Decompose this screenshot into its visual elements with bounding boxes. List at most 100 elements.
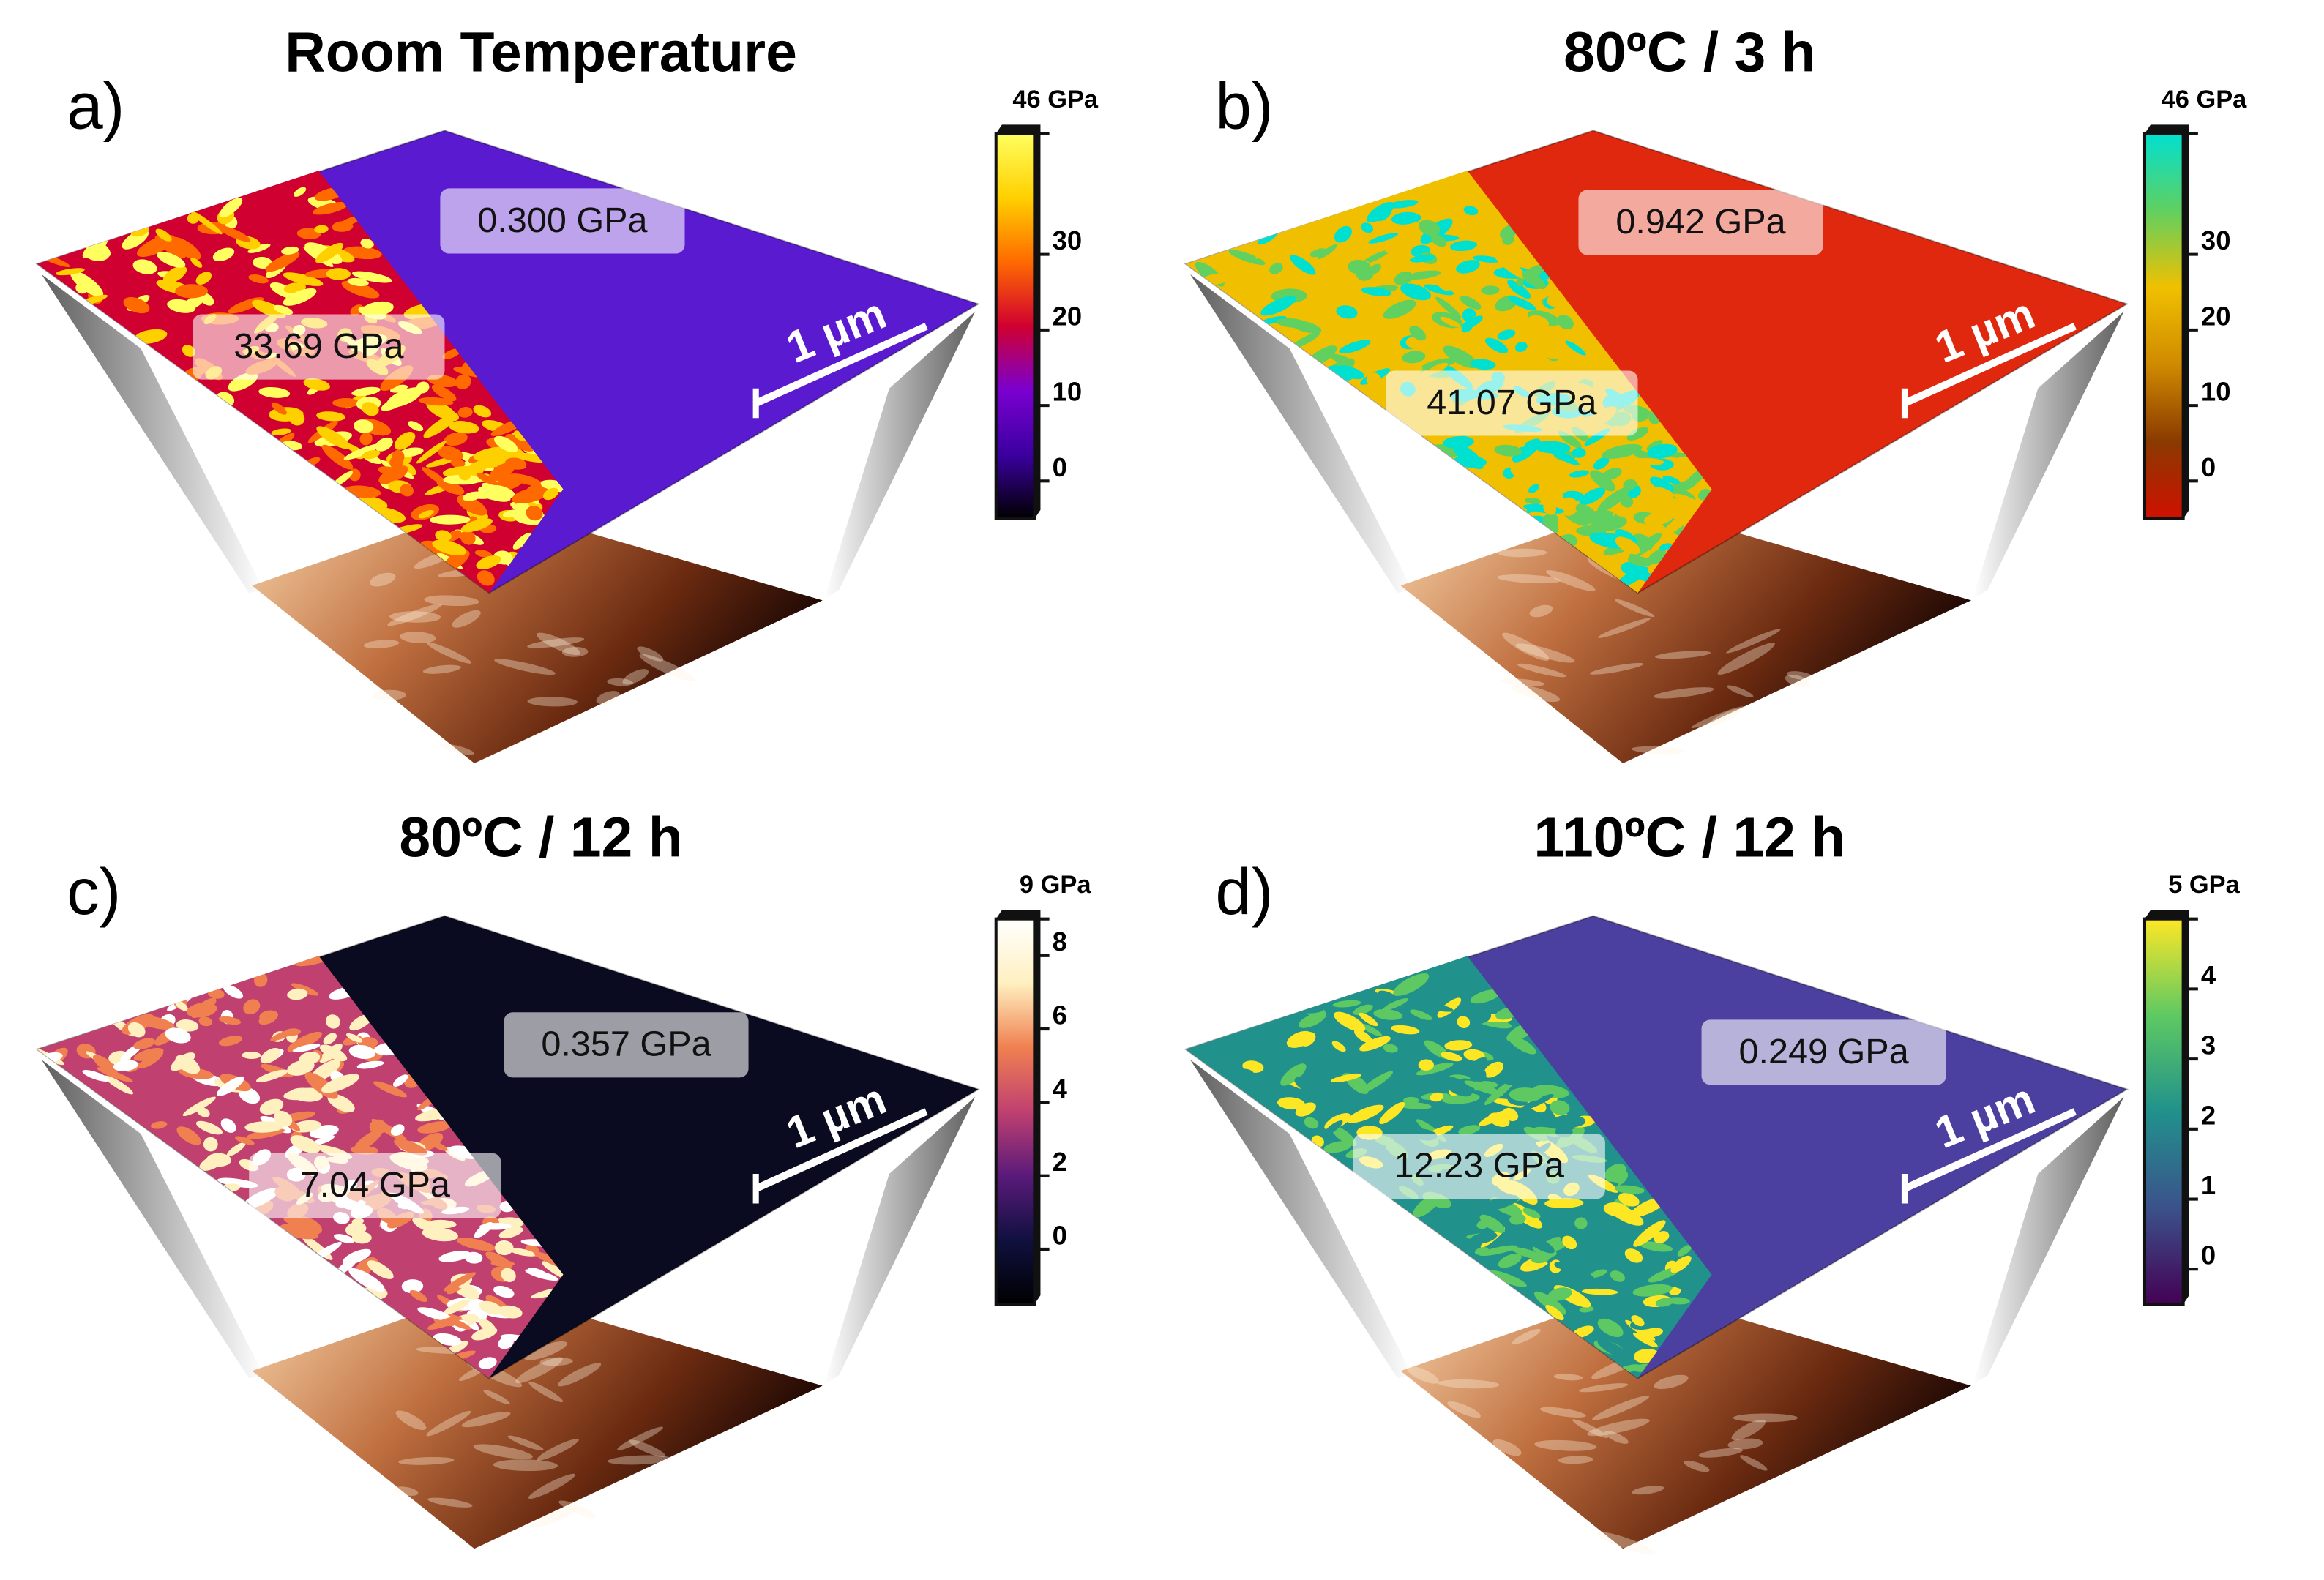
- map-texture: [1453, 443, 1484, 470]
- map-texture: [1513, 441, 1525, 448]
- scale-bar: [1902, 1108, 2077, 1192]
- topography-ridge: [387, 604, 443, 626]
- map-texture: [1334, 225, 1353, 243]
- topography-ridge: [637, 646, 664, 662]
- map-texture: [1528, 315, 1550, 329]
- map-texture: [1299, 274, 1312, 283]
- topography-ridge: [527, 637, 585, 648]
- map-texture: [1473, 1011, 1492, 1024]
- map-texture: [1353, 1004, 1373, 1015]
- map-texture: [1436, 975, 1469, 995]
- map-texture: [169, 236, 201, 260]
- value-box: [504, 1012, 749, 1078]
- colorbar-tick-label: 0: [1053, 1220, 1067, 1250]
- map-texture: [1579, 1306, 1594, 1313]
- map-texture: [1332, 1000, 1361, 1008]
- map-texture: [1361, 287, 1391, 296]
- map-texture: [1416, 1063, 1454, 1076]
- shadow: [41, 274, 264, 594]
- map-texture: [273, 304, 294, 315]
- topography-ridge: [1579, 1383, 1629, 1393]
- map-texture: [1348, 259, 1371, 275]
- map-texture: [526, 506, 543, 521]
- map-texture: [347, 277, 369, 287]
- map-texture: [1339, 340, 1371, 354]
- map-texture: [1409, 326, 1427, 341]
- topography-ridge: [1438, 1379, 1500, 1389]
- map-texture: [1326, 238, 1358, 255]
- map-texture: [1323, 1120, 1343, 1137]
- map-texture: [360, 239, 374, 249]
- colorbar-tick-label: 9 GPa: [1020, 871, 1091, 899]
- map-texture: [1426, 1107, 1446, 1123]
- topography-ridge: [389, 611, 441, 623]
- map-texture: [1435, 296, 1462, 319]
- topography-ridge: [1529, 604, 1553, 618]
- topography-ridge: [1447, 1401, 1481, 1418]
- map-texture: [1593, 457, 1610, 470]
- map-texture: [1596, 1289, 1633, 1311]
- map-texture: [509, 1248, 536, 1257]
- map-texture: [291, 983, 319, 996]
- topography-ridge: [1733, 1413, 1798, 1423]
- value-label: 7.04 GPa: [300, 1165, 451, 1205]
- map-texture: [283, 288, 317, 306]
- map-texture: [1405, 270, 1441, 280]
- map-texture: [1614, 1185, 1645, 1194]
- map-texture: [1490, 1113, 1506, 1124]
- map-texture: [219, 198, 243, 218]
- map-texture: [1643, 512, 1673, 526]
- colorbar-tick-label: 30: [2201, 225, 2231, 255]
- map-texture: [505, 433, 535, 452]
- map-texture: [352, 271, 392, 283]
- map-texture: [1290, 255, 1316, 275]
- map-texture: [354, 419, 374, 433]
- map-texture: [316, 426, 351, 449]
- map-texture: [133, 1048, 164, 1061]
- map-texture: [1659, 1274, 1692, 1290]
- topography-ridge: [1553, 1374, 1583, 1381]
- map-texture: [1444, 1040, 1473, 1051]
- colorbar-tick-label: 46 GPa: [1012, 86, 1099, 113]
- map-texture: [1446, 188, 1473, 196]
- value-box: [1701, 1019, 1946, 1085]
- map-texture: [473, 446, 512, 461]
- shadow: [1189, 274, 1413, 594]
- colorbar-tick-label: 5 GPa: [2168, 871, 2240, 899]
- map-texture: [1393, 973, 1430, 996]
- map-texture: [456, 1238, 496, 1251]
- scale-bar: [754, 1108, 928, 1192]
- map-texture: [1569, 470, 1590, 478]
- map-texture: [1522, 1208, 1541, 1218]
- topography-ridge: [483, 1390, 510, 1404]
- panel-title: 80ºC / 3 h: [1563, 21, 1816, 84]
- colorbar-tick-label: 2: [1053, 1147, 1067, 1177]
- map-texture: [1317, 244, 1337, 259]
- topography-ridge: [558, 1500, 597, 1519]
- map-texture: [438, 1251, 471, 1262]
- topography-ridge: [528, 1381, 564, 1403]
- map-texture: [1443, 435, 1474, 449]
- map-texture: [1632, 457, 1664, 465]
- map-texture: [1295, 1102, 1316, 1117]
- map-texture: [1269, 263, 1283, 274]
- map-texture: [1473, 1067, 1487, 1082]
- value-label: 33.69 GPa: [233, 326, 404, 366]
- map-texture: [1458, 176, 1474, 190]
- map-texture: [195, 272, 212, 285]
- map-texture: [1368, 263, 1381, 275]
- value-box: [1386, 370, 1638, 436]
- panel-letter: a): [67, 70, 124, 143]
- map-texture: [1304, 1117, 1319, 1129]
- map-texture: [442, 348, 461, 359]
- map-texture: [70, 271, 104, 297]
- map-texture: [283, 1028, 301, 1036]
- map-texture: [83, 246, 110, 261]
- map-texture: [217, 1076, 244, 1096]
- map-texture: [437, 446, 463, 461]
- map-texture: [447, 1340, 468, 1354]
- map-texture: [1661, 510, 1693, 537]
- map-texture: [1360, 250, 1391, 265]
- map-texture: [418, 509, 434, 519]
